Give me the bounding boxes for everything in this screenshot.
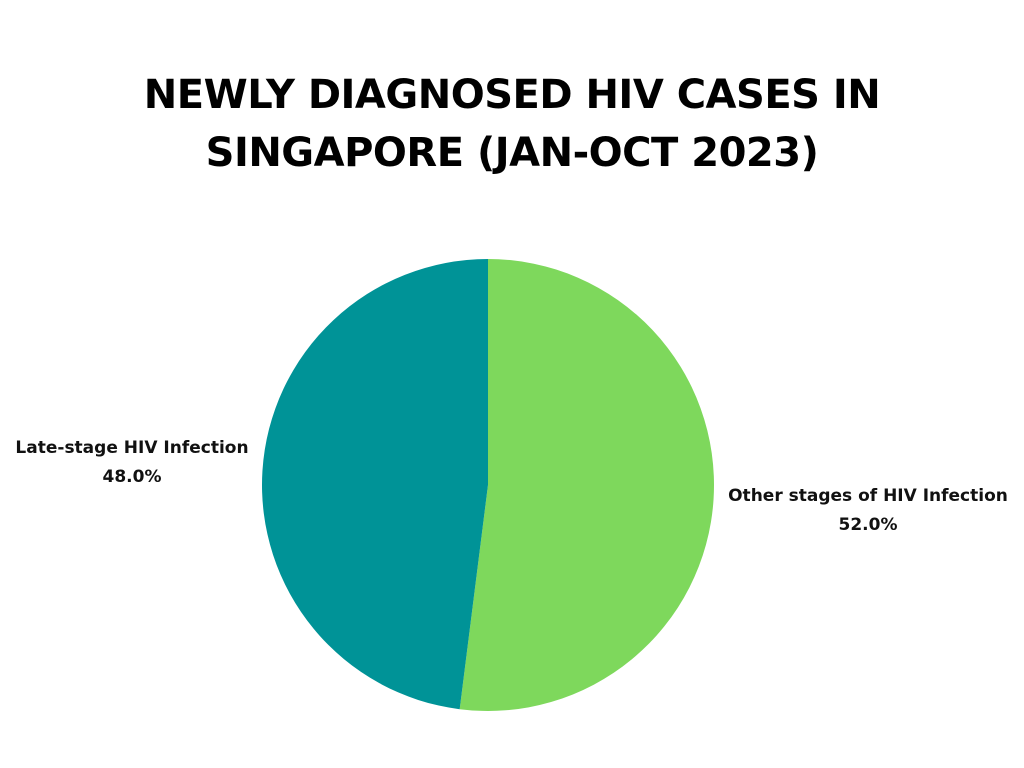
pie-slice-late-stage <box>261 259 488 710</box>
slice-label-late-stage: Late-stage HIV Infection 48.0% <box>8 434 256 492</box>
slice-label-other-stages-value: 52.0% <box>838 515 898 535</box>
slice-label-other-stages-name: Other stages of HIV Infection <box>728 486 1008 506</box>
pie-slice-other-stages <box>459 259 714 711</box>
slice-label-late-stage-value: 48.0% <box>102 467 162 487</box>
chart-title: NEWLY DIAGNOSED HIV CASES IN SINGAPORE (… <box>0 66 1024 182</box>
chart-title-line-2: SINGAPORE (JAN-OCT 2023) <box>205 130 819 176</box>
chart-title-line-1: NEWLY DIAGNOSED HIV CASES IN <box>143 72 881 118</box>
slice-label-other-stages: Other stages of HIV Infection 52.0% <box>720 482 1016 540</box>
slice-label-late-stage-name: Late-stage HIV Infection <box>15 438 249 458</box>
